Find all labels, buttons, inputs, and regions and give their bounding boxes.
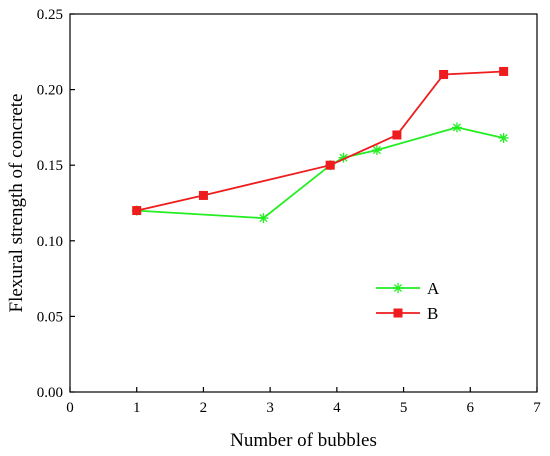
series-b-point — [439, 69, 449, 79]
series-b-point — [392, 130, 402, 140]
series-a-line — [136, 126, 504, 220]
y-tick-label: 0.15 — [37, 158, 63, 174]
marker-stroke — [372, 146, 381, 155]
x-tick-label: 6 — [467, 400, 475, 416]
x-tick-label: 1 — [133, 400, 141, 416]
marker-stroke — [393, 283, 403, 293]
y-tick-label: 0.05 — [37, 309, 63, 325]
x-tick-label: 2 — [200, 400, 208, 416]
series-a-point — [451, 122, 462, 133]
series-layer — [131, 66, 509, 224]
series-b-point — [132, 206, 142, 216]
y-axis-title: Flexural strength of concrete — [6, 94, 27, 313]
y-tick-label: 0.25 — [37, 7, 63, 23]
series-a-point — [498, 132, 509, 143]
tick-layer: 0 1 2 3 4 5 6 7 0.00 0.05 0.10 0.15 0.20 0.25 — [37, 7, 542, 416]
marker-stroke — [452, 123, 462, 132]
series-b-point — [325, 160, 335, 170]
legend-a-label: A — [427, 279, 440, 298]
x-tick-label: 7 — [533, 400, 541, 416]
series-b-point — [198, 190, 208, 200]
legend-b-label: B — [427, 304, 438, 323]
x-tick-label: 0 — [66, 400, 74, 416]
marker-stroke — [499, 133, 508, 143]
series-b-point — [499, 66, 509, 76]
plot-frame — [69, 13, 538, 393]
y-tick-label: 0.10 — [37, 234, 63, 250]
y-tick-label: 0.00 — [37, 385, 63, 401]
legend: AB — [376, 279, 440, 323]
legend-b-marker — [393, 308, 403, 318]
series-b-line — [136, 70, 504, 212]
x-tick-label: 4 — [333, 400, 341, 416]
x-tick-label: 5 — [400, 400, 408, 416]
series-a-point — [371, 145, 382, 156]
legend-a-marker — [393, 283, 403, 293]
series-a-point — [258, 213, 269, 224]
marker-stroke — [259, 214, 268, 223]
y-tick-label: 0.20 — [37, 83, 63, 99]
x-tick-label: 3 — [266, 400, 274, 416]
x-axis-title: Number of bubbles — [230, 430, 377, 451]
